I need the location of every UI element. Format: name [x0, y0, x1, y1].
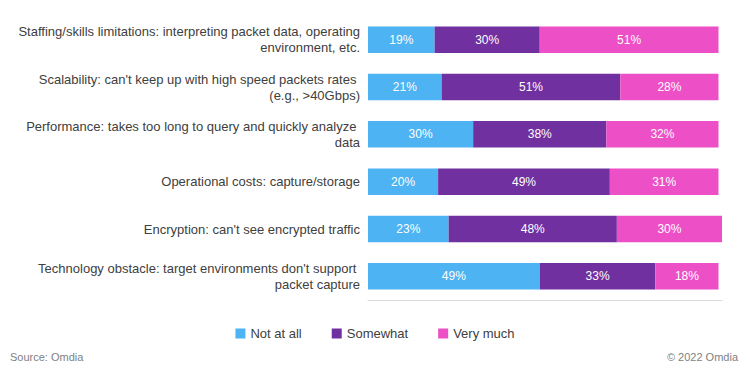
svg-text:51%: 51% — [617, 33, 641, 47]
svg-text:18%: 18% — [675, 269, 699, 283]
svg-text:data: data — [335, 135, 361, 150]
svg-text:Not at all: Not at all — [250, 326, 301, 341]
svg-text:28%: 28% — [657, 80, 681, 94]
svg-text:© 2022 Omdia: © 2022 Omdia — [667, 351, 739, 363]
svg-text:Very much: Very much — [453, 326, 514, 341]
svg-text:31%: 31% — [652, 175, 676, 189]
svg-text:33%: 33% — [586, 269, 610, 283]
svg-text:49%: 49% — [442, 269, 466, 283]
svg-text:32%: 32% — [650, 127, 674, 141]
svg-text:23%: 23% — [396, 222, 420, 236]
svg-text:Performance: takes too long to: Performance: takes too long to query and… — [26, 119, 360, 134]
svg-text:Operational costs: capture/sto: Operational costs: capture/storage — [161, 174, 360, 189]
svg-text:21%: 21% — [393, 80, 417, 94]
svg-text:Source: Omdia: Source: Omdia — [10, 351, 84, 363]
svg-text:(e.g., >40Gbps): (e.g., >40Gbps) — [269, 88, 360, 103]
svg-text:Staffing/skills limitations: i: Staffing/skills limitations: interpretin… — [18, 24, 360, 39]
svg-text:Somewhat: Somewhat — [347, 326, 409, 341]
svg-text:packet capture: packet capture — [275, 277, 360, 292]
svg-text:19%: 19% — [389, 33, 413, 47]
svg-text:Scalability: can't keep up wit: Scalability: can't keep up with high spe… — [39, 72, 360, 87]
svg-text:Technology obstacle: target en: Technology obstacle: target environments… — [38, 261, 360, 276]
svg-text:30%: 30% — [657, 222, 681, 236]
svg-text:Encryption: can't see encrypte: Encryption: can't see encrypted traffic — [144, 222, 361, 237]
svg-text:30%: 30% — [475, 33, 499, 47]
svg-text:51%: 51% — [519, 80, 543, 94]
svg-text:48%: 48% — [521, 222, 545, 236]
svg-text:38%: 38% — [528, 127, 552, 141]
svg-text:environment, etc.: environment, etc. — [257, 40, 360, 55]
svg-text:20%: 20% — [391, 175, 415, 189]
svg-text:49%: 49% — [512, 175, 536, 189]
svg-text:30%: 30% — [409, 127, 433, 141]
